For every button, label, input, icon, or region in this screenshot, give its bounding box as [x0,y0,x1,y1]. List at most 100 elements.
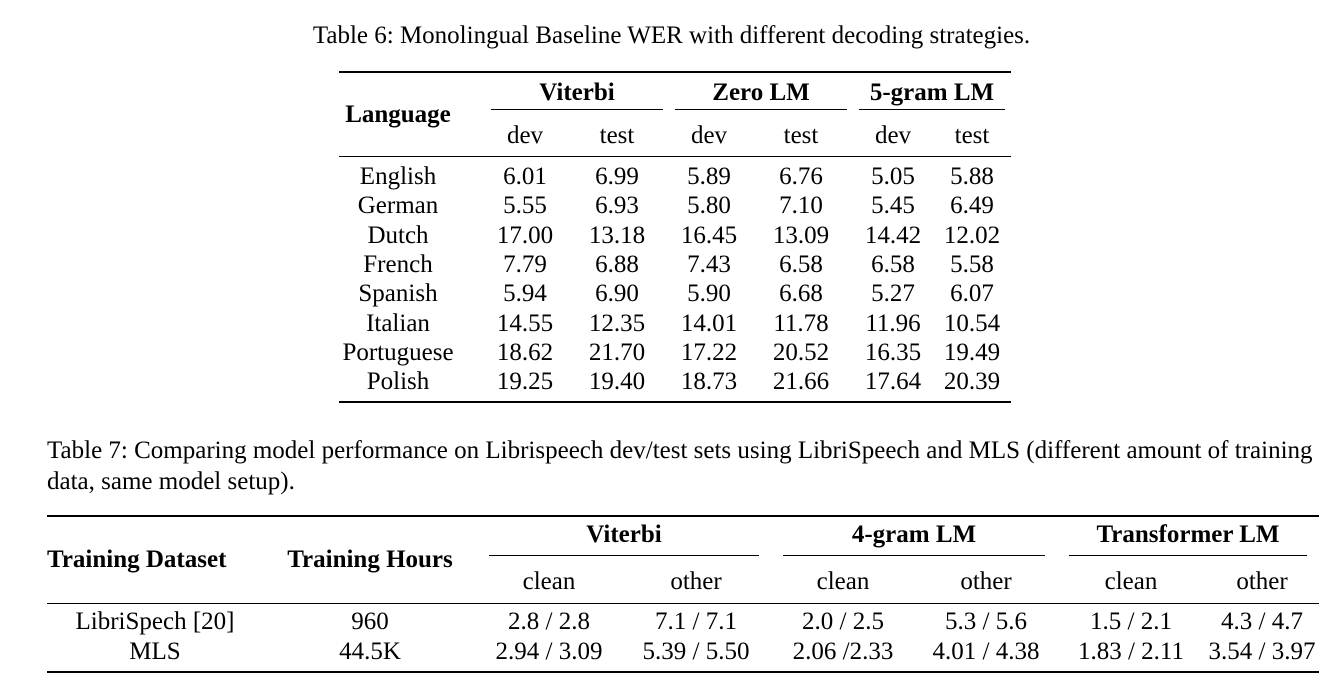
wer-pair-cell: 4.3 / 4.7 [1221,608,1303,635]
wer-cell: 5.80 [687,192,731,220]
wer-cell: 6.93 [595,192,639,220]
wer-pair-cell: 2.94 / 3.09 [495,638,603,665]
wer-cell: 10.54 [943,309,1001,337]
table7-row: LibriSpech [20] 960 2.8 / 2.8 7.1 / 7.1 2.0 … [47,604,1319,638]
language-label: French [363,251,433,279]
wer-cell: 5.05 [871,163,915,191]
table6-row: Dutch 17.00 13.18 16.45 13.09 14.42 12.02 [339,221,1011,250]
table7-group-header: Transformer LM [1069,521,1307,556]
wer-cell: 13.18 [588,221,646,249]
language-label: Italian [366,309,430,337]
wer-cell: 18.73 [680,368,738,396]
wer-cell: 17.64 [864,368,922,396]
table6: Language Viterbi Zero LM 5-gram LM dev t… [339,71,1011,404]
wer-cell: 6.58 [871,251,915,279]
wer-cell: 19.49 [943,338,1001,366]
wer-pair-cell: 2.8 / 2.8 [508,608,590,635]
language-label: Portuguese [342,338,454,366]
wer-cell: 16.35 [864,338,922,366]
table6-row: German 5.55 6.93 5.80 7.10 5.45 6.49 [339,191,1011,220]
wer-cell: 6.76 [779,163,823,191]
table7-subcol-header: other [670,567,722,595]
wer-cell: 6.01 [503,163,547,191]
wer-cell: 11.96 [865,309,921,337]
wer-pair-cell: 4.01 / 4.38 [932,638,1040,665]
language-label: Spanish [358,280,438,308]
wer-cell: 14.42 [864,221,922,249]
wer-cell: 21.66 [772,368,830,396]
wer-cell: 5.27 [871,280,915,308]
wer-cell: 14.01 [680,309,738,337]
table6-row: English 6.01 6.99 5.89 6.76 5.05 5.88 [339,157,1011,192]
wer-cell: 13.09 [772,221,830,249]
wer-cell: 6.90 [595,280,639,308]
wer-cell: 17.00 [496,221,554,249]
table7-dataset-header: Training Dataset [47,546,227,573]
wer-cell: 5.94 [503,280,547,308]
wer-pair-cell: 5.39 / 5.50 [642,638,750,665]
wer-cell: 16.45 [680,221,738,249]
wer-cell: 5.45 [871,192,915,220]
table6-subcol-header: dev [690,122,728,149]
wer-cell: 17.22 [680,338,738,366]
wer-cell: 6.49 [950,192,994,220]
wer-pair-cell: 3.54 / 3.97 [1208,638,1316,665]
language-label: English [359,163,437,191]
wer-cell: 7.43 [687,251,731,279]
table6-subcol-header: test [954,122,990,149]
table6-caption: Table 6: Monolingual Baseline WER with d… [312,22,1031,49]
table7-subcol-header: other [1236,567,1288,595]
table6-row: French 7.79 6.88 7.43 6.58 6.58 5.58 [339,250,1011,279]
training-dataset-cell: MLS [129,638,181,665]
wer-cell: 6.68 [779,280,823,308]
language-label: German [357,192,439,220]
wer-cell: 18.62 [496,338,554,366]
table6-subcol-header: dev [506,122,544,149]
wer-cell: 6.58 [779,251,823,279]
wer-cell: 12.35 [588,309,646,337]
wer-cell: 5.89 [687,163,731,191]
language-label: Dutch [367,221,429,249]
wer-cell: 19.25 [496,368,554,396]
wer-cell: 14.55 [496,309,554,337]
table7-group-header: Viterbi [489,521,759,556]
table6-group-header: 5-gram LM [859,79,1005,110]
table7-subcol-header: clean [816,567,870,595]
wer-pair-cell: 7.1 / 7.1 [655,608,737,635]
table6-group-header: Zero LM [675,79,847,110]
wer-pair-cell: 5.3 / 5.6 [945,608,1027,635]
wer-cell: 12.02 [943,221,1001,249]
table6-row: Polish 19.25 19.40 18.73 21.66 17.64 20.39 [339,367,1011,402]
wer-cell: 20.39 [943,368,1001,396]
training-dataset-cell: LibriSpech [20] [75,608,235,635]
wer-cell: 21.70 [588,338,646,366]
table7-subcol-header: other [960,567,1012,595]
table7-hours-header: Training Hours [287,546,453,573]
table6-subcol-header: test [783,122,819,149]
table7-caption: Table 7: Comparing model performance on … [47,437,1313,495]
wer-pair-cell: 2.0 / 2.5 [802,608,884,635]
wer-cell: 7.79 [503,251,547,279]
language-label: Polish [366,368,430,396]
table7-group-header: 4-gram LM [783,521,1045,556]
wer-pair-cell: 2.06 /2.33 [792,638,894,665]
wer-cell: 6.99 [595,163,639,191]
table6-subcol-header: dev [874,122,912,149]
table7-row: MLS 44.5K 2.94 / 3.09 5.39 / 5.50 2.06 /2.33… [47,637,1319,672]
wer-cell: 5.90 [687,280,731,308]
wer-cell: 5.55 [503,192,547,220]
training-hours-cell: 44.5K [339,638,401,665]
training-hours-cell: 960 [351,608,389,635]
table7-subcol-header: clean [1104,567,1158,595]
wer-cell: 20.52 [772,338,830,366]
table7: Training Dataset Training Hours Viterbi … [47,515,1319,673]
wer-pair-cell: 1.5 / 2.1 [1090,608,1172,635]
wer-cell: 6.07 [950,280,994,308]
table6-subcol-header: test [599,122,635,149]
table6-group-header: Viterbi [491,79,663,110]
wer-cell: 7.10 [779,192,823,220]
wer-cell: 6.88 [595,251,639,279]
wer-cell: 5.58 [950,251,994,279]
wer-cell: 11.78 [773,309,829,337]
wer-cell: 5.88 [950,163,994,191]
